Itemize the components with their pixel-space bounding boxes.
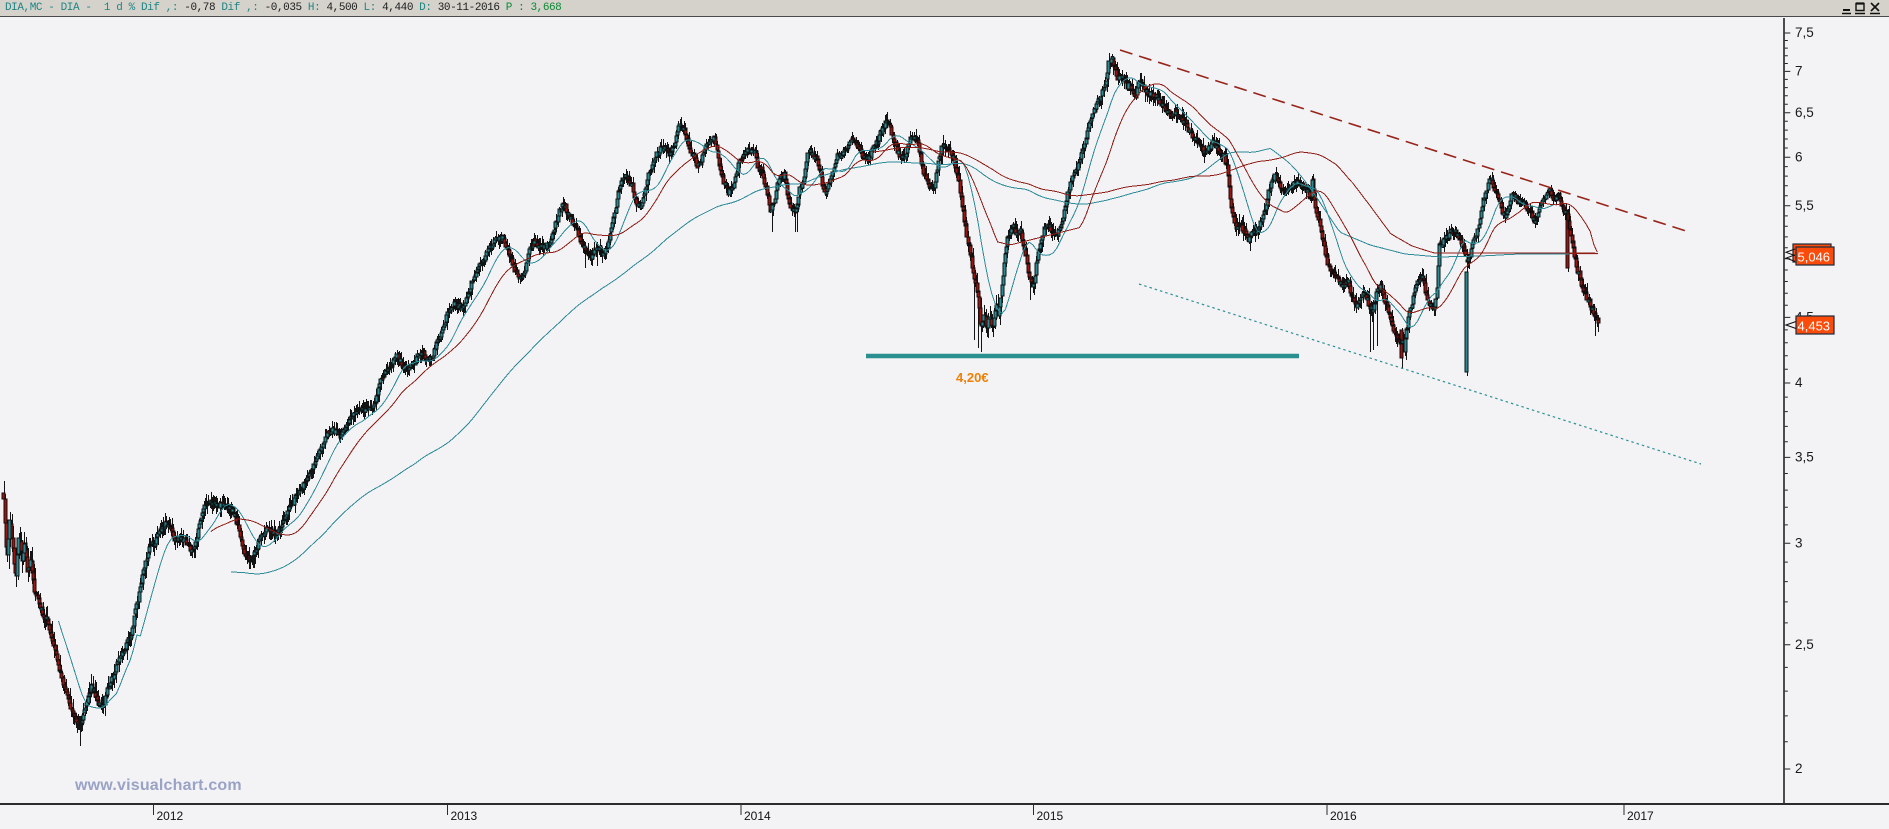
svg-text:5,5: 5,5 — [1795, 198, 1814, 213]
svg-text:4: 4 — [1795, 375, 1803, 390]
svg-text:6,5: 6,5 — [1795, 105, 1814, 120]
svg-text:4,453: 4,453 — [1798, 319, 1831, 334]
svg-text:7: 7 — [1795, 64, 1803, 79]
svg-text:5,046: 5,046 — [1798, 250, 1831, 265]
svg-text:7,5: 7,5 — [1795, 25, 1814, 40]
svg-text:2012: 2012 — [157, 809, 184, 823]
svg-text:2013: 2013 — [451, 809, 478, 823]
svg-text:2014: 2014 — [744, 809, 771, 823]
svg-text:6: 6 — [1795, 149, 1803, 164]
svg-text:3: 3 — [1795, 535, 1803, 550]
svg-text:2017: 2017 — [1627, 809, 1654, 823]
svg-text:2,5: 2,5 — [1795, 637, 1814, 652]
svg-text:3,5: 3,5 — [1795, 450, 1814, 465]
svg-text:2015: 2015 — [1037, 809, 1064, 823]
svg-text:2016: 2016 — [1330, 809, 1357, 823]
svg-text:2: 2 — [1795, 761, 1803, 776]
